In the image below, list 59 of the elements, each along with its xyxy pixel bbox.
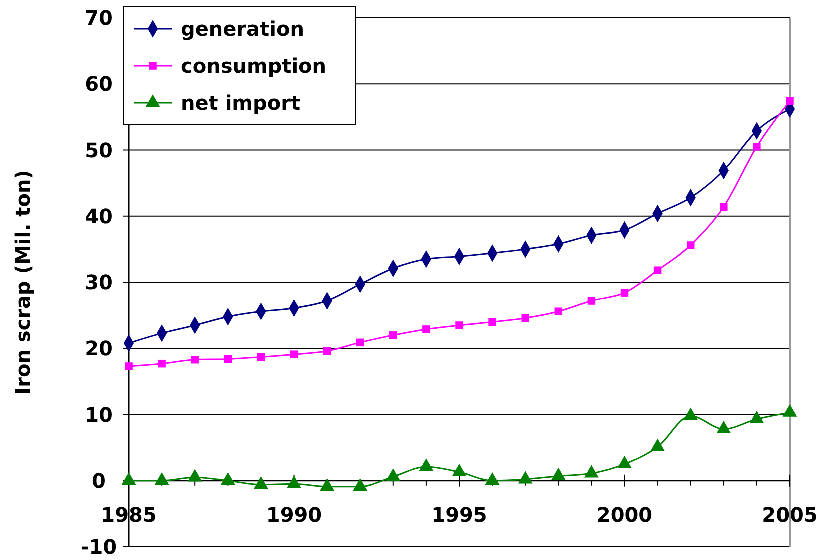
x-tick-label: 2000 xyxy=(596,502,653,527)
y-tick-label: 70 xyxy=(85,6,113,30)
x-tick-label: 1995 xyxy=(432,502,488,527)
point xyxy=(254,476,268,490)
point xyxy=(485,472,500,486)
point xyxy=(419,458,434,472)
point xyxy=(390,332,398,340)
point xyxy=(422,326,430,334)
y-axis-title: Iron scrap (Mil. ton) xyxy=(11,170,35,395)
point xyxy=(686,242,695,250)
legend-label: consumption xyxy=(181,54,327,78)
y-tick-label: -10 xyxy=(80,535,118,559)
point xyxy=(618,456,632,469)
point xyxy=(650,438,666,452)
point xyxy=(554,308,563,316)
point xyxy=(684,408,698,420)
point xyxy=(654,266,662,274)
point xyxy=(753,143,761,151)
point xyxy=(782,404,798,417)
point xyxy=(220,472,236,486)
point xyxy=(122,472,136,486)
y-tick-label: 60 xyxy=(85,72,113,96)
point xyxy=(386,468,401,482)
y-tick-label: 20 xyxy=(85,336,113,361)
y-tick-label: 40 xyxy=(85,204,113,228)
point xyxy=(716,420,732,434)
point xyxy=(320,478,335,491)
point xyxy=(154,472,170,486)
point xyxy=(125,362,133,370)
point xyxy=(224,355,232,364)
point xyxy=(290,350,298,358)
point xyxy=(158,360,166,368)
point xyxy=(191,356,199,364)
point xyxy=(551,468,566,480)
point xyxy=(750,411,764,424)
point xyxy=(323,347,332,356)
point xyxy=(522,314,530,322)
point xyxy=(584,465,599,478)
x-tick-label: 1990 xyxy=(266,502,322,527)
y-tick-label: 10 xyxy=(85,402,113,427)
point xyxy=(720,203,728,211)
point xyxy=(452,464,467,476)
y-tick-label: 0 xyxy=(92,468,106,493)
point xyxy=(456,322,464,330)
x-tick-label: 2005 xyxy=(762,502,818,527)
point xyxy=(488,318,496,326)
point xyxy=(588,297,596,305)
y-tick-label: 30 xyxy=(85,270,113,294)
point xyxy=(518,471,533,484)
y-tick-label: 50 xyxy=(85,138,113,162)
legend-label: generation xyxy=(181,17,304,41)
point xyxy=(786,97,794,106)
point xyxy=(353,478,368,491)
point xyxy=(356,338,364,347)
point xyxy=(257,353,266,362)
point xyxy=(620,289,629,297)
point xyxy=(287,476,302,488)
point xyxy=(188,469,202,482)
legend-label: net import xyxy=(181,91,301,115)
